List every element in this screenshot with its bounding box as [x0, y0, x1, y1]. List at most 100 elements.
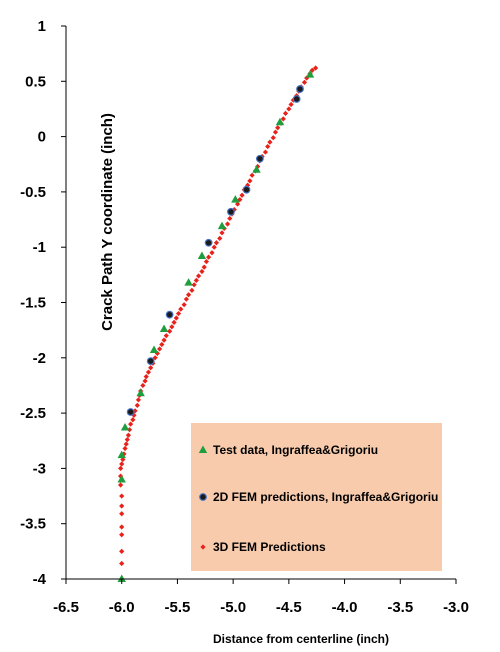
fem-3d-point — [118, 482, 124, 488]
fem-3d-point — [118, 473, 124, 479]
fem-3d-point — [178, 306, 184, 312]
fem-3d-point — [123, 441, 129, 447]
fem-3d-point — [272, 129, 279, 135]
fem-3d-point — [313, 65, 319, 71]
fem-3d-point — [125, 432, 131, 438]
fem-3d-point — [148, 365, 154, 371]
fem-2d-point — [296, 85, 304, 93]
test-data-point — [136, 388, 145, 397]
fem-3d-point — [206, 254, 212, 260]
y-axis-title: Crack Path Y coordinate (inch) — [99, 113, 116, 331]
fem-3d-point — [124, 437, 130, 443]
y-tick-label: -1 — [33, 239, 46, 256]
fem-3d-point — [189, 287, 195, 293]
x-tick-label: -3.5 — [387, 599, 413, 616]
fem-2d-point — [255, 154, 264, 163]
fem-2d-point — [146, 357, 155, 366]
fem-3d-point — [122, 445, 128, 452]
fem-3d-point — [183, 296, 189, 302]
fem-3d-point — [157, 346, 163, 352]
fem-3d-point — [135, 397, 142, 403]
fem-3d-point — [270, 135, 276, 141]
legend-label-3d-fem: 3D FEM Predictions — [213, 540, 326, 554]
fem-3d-point — [262, 149, 269, 155]
legend-marker-fem-3d-point — [200, 544, 206, 550]
fem-3d-point — [154, 350, 160, 356]
fem-3d-point — [209, 250, 215, 256]
y-tick-label: -4 — [33, 571, 47, 588]
y-tick-label: 0.5 — [25, 73, 46, 90]
fem-3d-point — [121, 451, 127, 457]
fem-3d-point — [119, 461, 125, 467]
fem-3d-point — [247, 178, 253, 184]
fem-3d-point — [288, 101, 294, 108]
legend-label-2d-fem: 2D FEM predictions, Ingraffea&Grigoriu — [213, 490, 438, 504]
test-data-point — [252, 165, 261, 173]
legend-markers — [198, 445, 208, 550]
x-tick-label: -5.5 — [164, 599, 190, 616]
legend-box — [191, 423, 442, 571]
fem-3d-point — [275, 125, 281, 131]
fem-3d-point — [128, 421, 134, 427]
fem-3d-point — [119, 532, 125, 538]
fem-3d-point — [119, 503, 125, 509]
fem-3d-point — [286, 106, 292, 112]
fem-3d-point — [282, 110, 289, 116]
fem-3d-point — [191, 282, 197, 288]
fem-3d-point — [199, 268, 205, 275]
fem-2d-point — [242, 185, 251, 194]
x-tick-label: -5.0 — [220, 599, 246, 616]
fem-3d-point — [181, 302, 187, 308]
chart-axes — [61, 25, 457, 584]
fem-3d-point — [159, 341, 165, 348]
fem-3d-point — [119, 524, 125, 530]
fem-3d-point — [196, 273, 202, 279]
fem-3d-point — [185, 292, 192, 298]
fem-2d-point — [292, 95, 301, 103]
fem-3d-point — [309, 67, 315, 73]
test-data-point — [217, 221, 227, 230]
y-tick-label: -0.5 — [20, 184, 46, 201]
x-tick-label: -6.5 — [53, 599, 79, 616]
test-data-point — [120, 422, 130, 431]
fem-3d-point — [267, 139, 273, 145]
fem-3d-point — [119, 493, 125, 499]
test-data-point — [231, 195, 240, 203]
fem-3d-point — [249, 172, 255, 178]
test-data-point — [275, 117, 285, 126]
tick-labels: -6.5 -6.0 -5.5 -5.0 -4.5 -4.0 -3.5 -3.0 1 0.5 0 -0.… — [20, 18, 469, 616]
fem-2d-point — [227, 207, 235, 216]
test-data-point — [197, 251, 207, 260]
fem-3d-point — [119, 548, 125, 554]
test-data-point — [159, 324, 169, 333]
y-tick-label: -3 — [33, 460, 46, 477]
fem-3d-point — [235, 201, 241, 207]
fem-3d-point — [152, 355, 158, 361]
fem-3d-point — [119, 560, 125, 567]
fem-3d-point — [227, 215, 233, 222]
fem-3d-point — [167, 328, 173, 334]
x-tick-label: -4.0 — [332, 599, 358, 616]
fem-3d-point — [169, 324, 175, 330]
fem-3d-point — [118, 465, 124, 471]
fem-3d-point — [193, 277, 199, 283]
fem-3d-point — [171, 319, 177, 326]
fem-3d-point — [224, 221, 231, 227]
fem-3d-point — [134, 402, 140, 408]
fem-3d-point — [301, 79, 308, 86]
fem-2d-point — [126, 408, 135, 416]
fem-3d-point — [280, 116, 286, 122]
fem-3d-point — [130, 417, 136, 423]
legend: Test data, Ingraffea&Grigoriu 2D FEM pre… — [191, 423, 442, 571]
fem-3d-point — [126, 427, 133, 433]
fem-3d-point — [211, 244, 217, 250]
y-tick-label: -1.5 — [20, 295, 46, 312]
fem-3d-point — [201, 264, 207, 270]
x-tick-label: -3.0 — [443, 599, 469, 616]
test-data-point — [305, 70, 315, 78]
y-tick-label: 0 — [38, 129, 46, 146]
fem-3d-point — [142, 378, 148, 384]
legend-marker-fem-2d-point — [199, 493, 207, 501]
test-data-point — [117, 574, 126, 582]
